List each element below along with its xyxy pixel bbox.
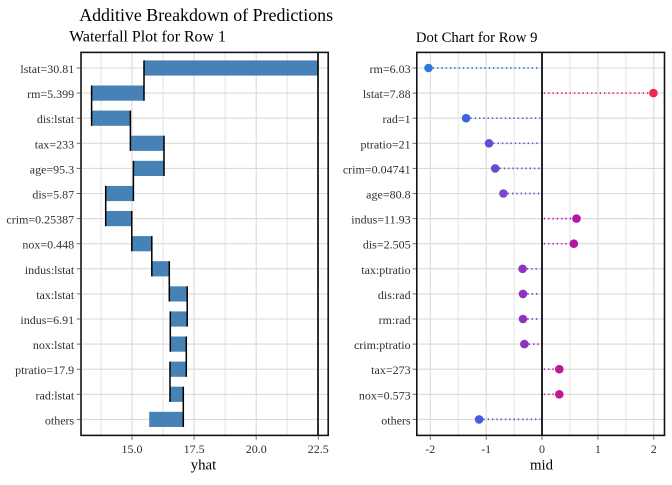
svg-text:22.5: 22.5 bbox=[308, 442, 329, 456]
svg-text:2: 2 bbox=[651, 442, 657, 456]
svg-text:Waterfall Plot for Row 1: Waterfall Plot for Row 1 bbox=[69, 29, 226, 46]
svg-text:tax=273: tax=273 bbox=[371, 363, 410, 377]
svg-text:lstat=30.81: lstat=30.81 bbox=[20, 62, 74, 76]
svg-text:1: 1 bbox=[595, 442, 601, 456]
svg-text:mid: mid bbox=[530, 457, 554, 473]
svg-text:rm:rad: rm:rad bbox=[379, 313, 411, 327]
svg-text:Dot Chart for Row 9: Dot Chart for Row 9 bbox=[416, 30, 538, 46]
svg-text:yhat: yhat bbox=[191, 457, 217, 473]
svg-text:crim:ptratio: crim:ptratio bbox=[354, 338, 411, 352]
svg-text:rm=6.03: rm=6.03 bbox=[369, 62, 410, 76]
svg-text:others: others bbox=[381, 413, 411, 427]
svg-text:tax=233: tax=233 bbox=[35, 137, 74, 151]
svg-text:tax:lstat: tax:lstat bbox=[36, 288, 75, 302]
svg-text:age=80.8: age=80.8 bbox=[366, 188, 410, 202]
svg-text:17.5: 17.5 bbox=[184, 442, 205, 456]
svg-text:nox:lstat: nox:lstat bbox=[33, 338, 75, 352]
svg-text:dis:lstat: dis:lstat bbox=[37, 112, 75, 126]
svg-text:indus=6.91: indus=6.91 bbox=[20, 313, 74, 327]
svg-text:indus=11.93: indus=11.93 bbox=[351, 213, 410, 227]
svg-text:nox=0.448: nox=0.448 bbox=[22, 238, 74, 252]
svg-text:rad=1: rad=1 bbox=[383, 112, 411, 126]
svg-text:others: others bbox=[45, 413, 75, 427]
svg-text:-2: -2 bbox=[425, 442, 435, 456]
svg-text:-1: -1 bbox=[481, 442, 491, 456]
svg-text:crim=0.04741: crim=0.04741 bbox=[343, 162, 411, 176]
svg-text:dis:rad: dis:rad bbox=[378, 288, 411, 302]
svg-text:15.0: 15.0 bbox=[122, 442, 143, 456]
svg-text:0: 0 bbox=[539, 442, 545, 456]
svg-text:crim=0.25387: crim=0.25387 bbox=[6, 213, 74, 227]
svg-text:tax:ptratio: tax:ptratio bbox=[361, 263, 410, 277]
svg-text:indus:lstat: indus:lstat bbox=[25, 263, 75, 277]
svg-text:rm=5.399: rm=5.399 bbox=[27, 87, 74, 101]
svg-text:dis=2.505: dis=2.505 bbox=[363, 238, 411, 252]
svg-text:ptratio=17.9: ptratio=17.9 bbox=[15, 363, 74, 377]
svg-text:nox=0.573: nox=0.573 bbox=[359, 388, 411, 402]
svg-text:age=95.3: age=95.3 bbox=[30, 162, 74, 176]
svg-text:lstat=7.88: lstat=7.88 bbox=[363, 87, 411, 101]
svg-text:ptratio=21: ptratio=21 bbox=[361, 137, 411, 151]
svg-text:Additive Breakdown of Predicti: Additive Breakdown of Predictions bbox=[79, 5, 333, 25]
svg-text:20.0: 20.0 bbox=[246, 442, 267, 456]
svg-text:dis=5.87: dis=5.87 bbox=[32, 188, 74, 202]
svg-text:rad:lstat: rad:lstat bbox=[36, 388, 75, 402]
